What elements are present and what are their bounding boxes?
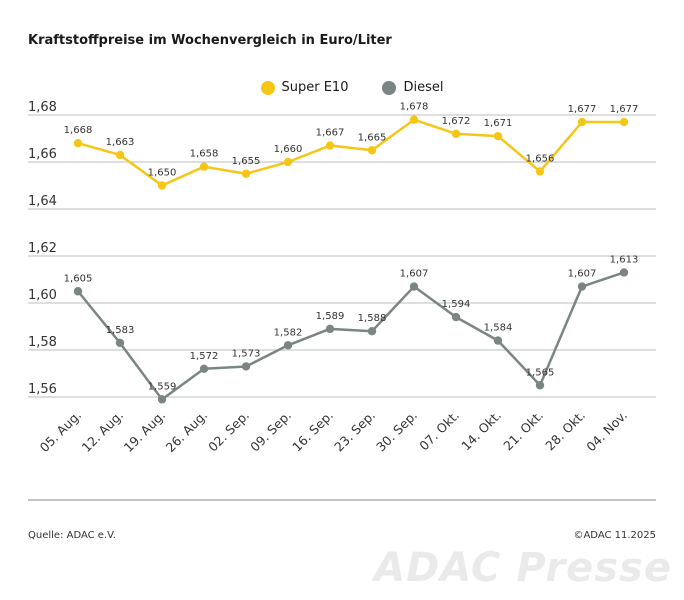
data-point-super-e10 [241, 169, 251, 178]
data-point-diesel [493, 336, 503, 345]
legend-item-super-e10: Super E10 [260, 80, 349, 95]
data-point-super-e10 [283, 157, 293, 167]
data-point-diesel [73, 287, 83, 296]
x-tick-label: 14. Okt. [458, 408, 504, 454]
data-point-super-e10 [409, 115, 419, 124]
y-tick-label: 1,64 [28, 194, 57, 209]
legend-swatch-diesel [382, 80, 397, 95]
x-tick-label: 05. Aug. [37, 408, 85, 456]
legend-swatch-super-e10 [260, 80, 275, 95]
y-tick-label: 1,66 [28, 147, 57, 162]
data-label-diesel: 1,559 [148, 381, 177, 392]
data-point-super-e10 [115, 150, 125, 160]
data-label-super-e10: 1,671 [484, 118, 513, 129]
data-point-diesel [283, 341, 293, 350]
data-label-diesel: 1,605 [64, 273, 93, 284]
legend-label-diesel: Diesel [403, 80, 444, 95]
data-point-diesel [619, 268, 629, 277]
x-tick-label: 28. Okt. [542, 408, 588, 454]
watermark-text: ADAC Presse [374, 545, 672, 591]
data-point-diesel [367, 327, 377, 336]
x-tick-label: 12. Aug. [79, 408, 127, 456]
data-point-super-e10 [325, 141, 335, 150]
x-tick-label: 04. Nov. [583, 408, 630, 455]
data-label-diesel: 1,582 [274, 327, 303, 338]
data-point-diesel [535, 381, 545, 390]
x-tick-label: 26. Aug. [163, 408, 211, 456]
x-tick-label: 09. Sep. [247, 408, 294, 455]
data-label-super-e10: 1,668 [64, 125, 93, 136]
copyright-note: ©ADAC 11.2025 [573, 530, 656, 541]
data-point-diesel [409, 282, 419, 291]
data-point-diesel [241, 362, 251, 371]
y-tick-label: 1,58 [28, 335, 57, 350]
data-point-diesel [325, 324, 335, 334]
chart-title: Kraftstoffpreise im Wochenvergleich in E… [28, 33, 392, 48]
x-tick-label: 07. Okt. [416, 408, 462, 454]
data-point-super-e10 [577, 117, 587, 127]
data-point-super-e10 [199, 162, 209, 171]
data-label-super-e10: 1,650 [148, 168, 177, 179]
x-tick-label: 02. Sep. [205, 408, 252, 455]
data-label-super-e10: 1,672 [442, 116, 471, 127]
y-tick-label: 1,60 [28, 288, 57, 303]
data-label-super-e10: 1,663 [106, 137, 135, 148]
x-tick-label: 19. Aug. [121, 408, 169, 456]
data-point-super-e10 [451, 129, 461, 138]
data-point-super-e10 [73, 139, 83, 148]
data-label-diesel: 1,588 [358, 313, 387, 324]
data-label-diesel: 1,613 [610, 254, 639, 265]
series-line-super-e10 [77, 118, 624, 187]
data-label-super-e10: 1,658 [190, 149, 219, 160]
data-point-diesel [157, 395, 167, 404]
legend-label-super-e10: Super E10 [281, 80, 349, 95]
data-label-super-e10: 1,656 [526, 153, 555, 164]
data-point-super-e10 [157, 181, 167, 190]
data-label-diesel: 1,594 [442, 299, 471, 310]
data-point-diesel [451, 312, 461, 322]
data-label-super-e10: 1,677 [610, 104, 639, 115]
y-tick-label: 1,62 [28, 241, 57, 256]
data-point-diesel [199, 364, 209, 373]
data-label-super-e10: 1,655 [232, 156, 261, 167]
data-label-diesel: 1,607 [568, 269, 597, 280]
x-tick-label: 21. Okt. [500, 408, 546, 454]
data-label-diesel: 1,607 [400, 269, 429, 280]
x-tick-label: 16. Sep. [289, 408, 336, 455]
legend-item-diesel: Diesel [382, 80, 444, 95]
data-label-super-e10: 1,677 [568, 104, 597, 115]
data-label-super-e10: 1,665 [358, 132, 387, 143]
data-label-super-e10: 1,660 [274, 144, 303, 155]
data-point-super-e10 [493, 131, 503, 141]
x-tick-label: 23. Sep. [331, 408, 378, 455]
data-label-diesel: 1,572 [190, 351, 219, 362]
y-tick-label: 1,56 [28, 382, 57, 397]
data-label-diesel: 1,573 [232, 348, 261, 359]
bottom-divider [28, 499, 656, 501]
data-label-super-e10: 1,667 [316, 128, 345, 139]
data-label-diesel: 1,584 [484, 323, 513, 334]
series-line-diesel [77, 271, 625, 401]
chart-legend: Super E10 Diesel [0, 80, 684, 95]
data-label-diesel: 1,565 [526, 367, 555, 378]
data-point-diesel [577, 282, 587, 291]
data-point-super-e10 [367, 146, 377, 155]
source-note: Quelle: ADAC e.V. [28, 530, 116, 541]
data-point-diesel [115, 338, 125, 348]
data-label-super-e10: 1,678 [400, 102, 429, 113]
data-point-super-e10 [535, 167, 545, 176]
y-tick-label: 1,68 [28, 100, 57, 115]
data-point-super-e10 [619, 117, 629, 127]
data-label-diesel: 1,583 [106, 325, 135, 336]
data-label-diesel: 1,589 [316, 311, 345, 322]
x-tick-label: 30. Sep. [373, 408, 420, 455]
